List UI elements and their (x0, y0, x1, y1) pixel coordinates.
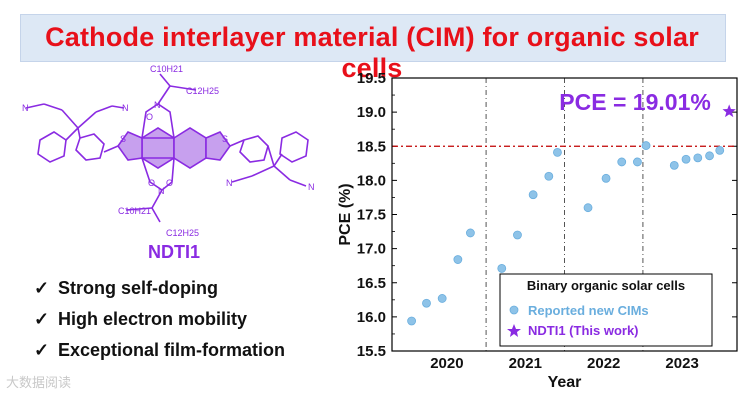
data-point (715, 145, 725, 155)
s-atom: S (222, 134, 228, 144)
n-atom: N (308, 182, 315, 192)
data-point (693, 153, 703, 163)
data-point (528, 190, 538, 200)
pce-chart: 15.5 16.0 16.5 17.0 17.5 18.0 18.5 19.0 19.5 202… (337, 70, 738, 391)
thiophene-right (205, 131, 231, 161)
data-point (407, 316, 417, 326)
data-point (513, 230, 522, 240)
legend-marker-dot (509, 305, 519, 315)
data-point (466, 228, 475, 238)
data-point (705, 151, 714, 161)
fluorene-right-ring-a (239, 135, 269, 163)
data-point (669, 160, 679, 170)
check-icon: ✓ (34, 278, 50, 298)
s-atom: S (120, 134, 126, 144)
imide-bottom (140, 157, 175, 191)
c12-label-bottom: C12H25 (166, 228, 199, 238)
feature-item: ✓ Strong self-doping (34, 278, 285, 309)
plot-frame (391, 77, 738, 352)
feature-text: High electron mobility (58, 309, 248, 329)
legend-label: Reported new CIMs (528, 303, 649, 318)
x-tick-label: 2020 (430, 355, 463, 372)
fluorene-left-ring-a (75, 133, 105, 161)
legend-box (499, 273, 713, 347)
data-point (641, 141, 651, 150)
data-point (681, 154, 691, 164)
title-banner (20, 14, 726, 62)
legend-label: NDTI1 (This work) (528, 323, 639, 338)
legend: Binary organic solar cells Reported new … (499, 273, 713, 347)
data-point (617, 157, 627, 167)
imide-top (141, 103, 175, 139)
pce-annotation: PCE = 19.01% (559, 89, 711, 115)
feature-item: ✓ High electron mobility (34, 309, 285, 340)
feature-item: ✓ Exceptional film-formation (34, 340, 285, 371)
n-atom: N (22, 103, 29, 113)
x-tick-label: 2021 (509, 355, 542, 372)
y-tick-label: 16.0 (357, 309, 386, 326)
c12-label-top: C12H25 (186, 86, 219, 96)
core-ring-1 (141, 127, 175, 169)
data-point (497, 264, 507, 273)
feature-list: ✓ Strong self-doping ✓ High electron mobil… (34, 278, 285, 371)
o-atom: O (146, 112, 153, 122)
y-tick-label: 16.5 (357, 275, 386, 292)
legend-title: Binary organic solar cells (527, 278, 685, 293)
feature-text: Strong self-doping (58, 278, 218, 298)
ndti1-point (722, 104, 736, 118)
y-tick-label: 17.5 (357, 207, 386, 224)
check-icon: ✓ (34, 309, 50, 329)
c10-label-top: C10H21 (150, 64, 183, 74)
c10-label-bottom: C10H21 (118, 206, 151, 216)
y-tick-label: 18.0 (357, 172, 386, 189)
y-tick-label: 15.5 (357, 343, 386, 360)
ndti1-structure: N N N N N N O O O S S C10H21 C12H25 C10H… (22, 64, 315, 262)
n-atom: N (158, 186, 165, 196)
data-point (553, 147, 562, 157)
o-atom: O (166, 178, 173, 188)
fluorene-left-ring-b (37, 131, 67, 163)
legend-marker-star (507, 324, 521, 337)
y-tick-label: 19.0 (357, 104, 386, 121)
fluorene-right-ring-b (279, 131, 309, 163)
watermark: 大数据阅读 (6, 375, 72, 390)
x-tick-label: 2023 (665, 355, 698, 372)
data-point (544, 171, 554, 181)
molecule-name: NDTI1 (148, 242, 200, 262)
x-axis-label: Year (548, 374, 582, 391)
thiophene-left (117, 131, 143, 161)
y-axis-label: PCE (%) (337, 183, 354, 245)
data-point (453, 255, 463, 264)
y-tick-label: 17.0 (357, 241, 386, 258)
n-atom: N (154, 100, 161, 110)
core-ring-2 (173, 127, 207, 169)
y-tick-label: 19.5 (357, 70, 386, 87)
feature-text: Exceptional film-formation (58, 340, 286, 360)
n-atom: N (226, 178, 233, 188)
check-icon: ✓ (34, 340, 50, 360)
n-atom: N (122, 103, 129, 113)
data-point (422, 298, 431, 308)
o-atom: O (148, 178, 155, 188)
data-point (583, 203, 593, 213)
data-point (601, 173, 611, 183)
x-tick-label: 2022 (587, 355, 620, 372)
data-point (633, 157, 642, 167)
y-tick-label: 18.5 (357, 138, 386, 155)
data-point (437, 294, 447, 303)
